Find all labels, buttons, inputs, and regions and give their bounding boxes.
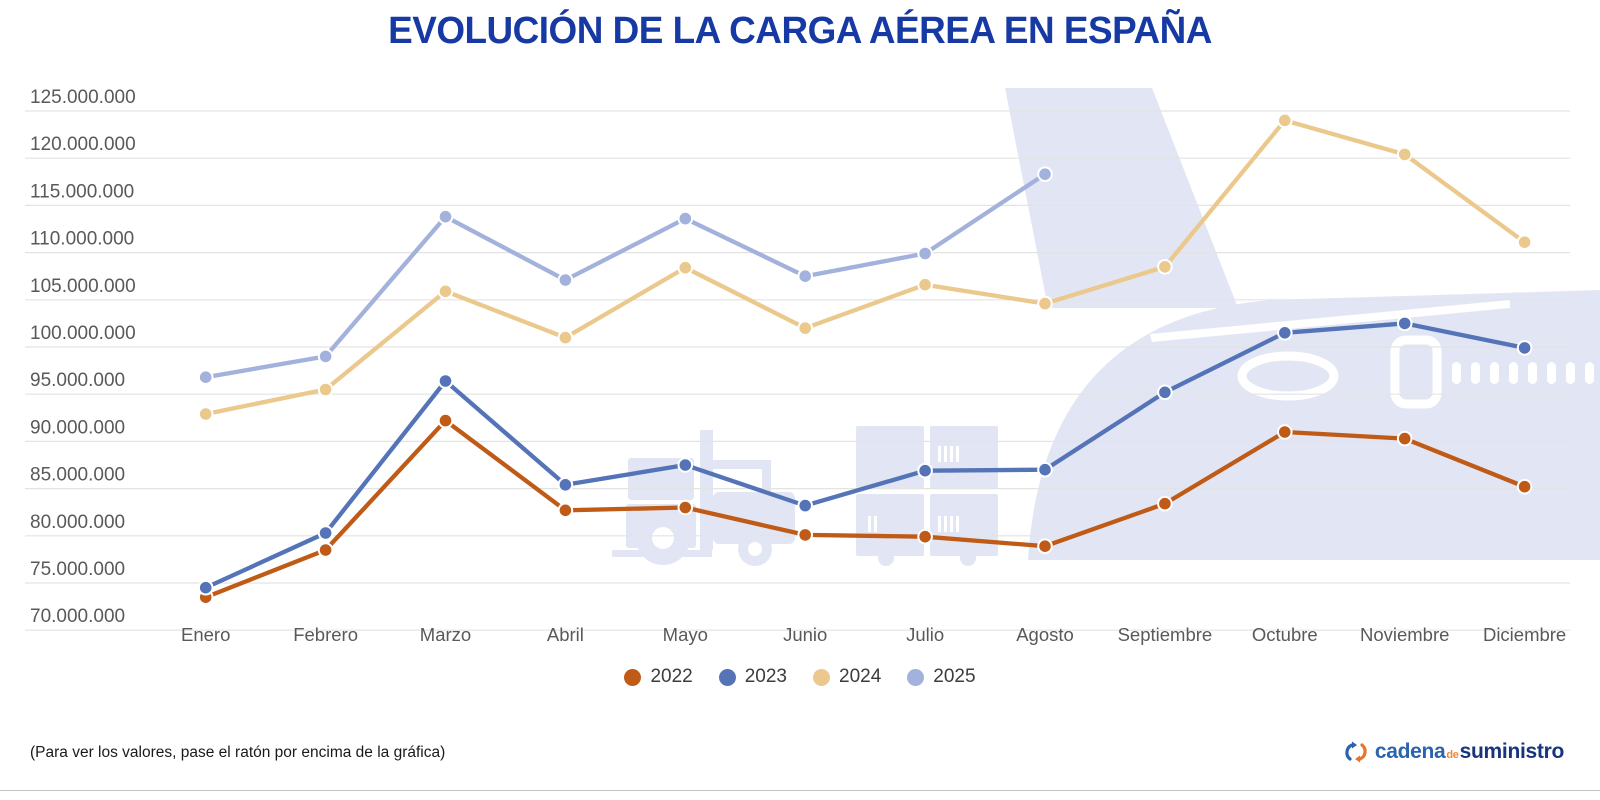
line-chart[interactable]: 125.000.000 120.000.000 115.000.000 110.000… xyxy=(0,0,1600,660)
legend-item-2022[interactable]: 2022 xyxy=(624,666,693,688)
legend: 2022 2023 2024 2025 xyxy=(0,666,1600,688)
series-line-2022 xyxy=(203,418,1527,600)
data-point-2022-Octubre xyxy=(1277,424,1293,440)
data-point-2024-Enero xyxy=(197,406,214,422)
legend-label-2024: 2024 xyxy=(839,666,882,687)
data-point-2025-Febrero xyxy=(317,348,334,365)
data-point-2023-Junio xyxy=(797,497,814,514)
data-point-2022-Febrero xyxy=(317,542,334,558)
data-point-2025-Junio xyxy=(797,268,814,285)
data-point-2024-Agosto xyxy=(1037,295,1053,312)
legend-dot-2022 xyxy=(624,668,642,686)
data-point-2024-Diciembre xyxy=(1516,234,1533,250)
series-2023 xyxy=(197,315,1533,596)
data-point-2024-Septiembre xyxy=(1157,259,1173,275)
y-tick-label: 75.000.000 xyxy=(30,559,125,580)
x-tick-label: Noviembre xyxy=(1360,624,1449,645)
data-series xyxy=(197,112,1533,606)
data-point-2025-Marzo xyxy=(437,208,454,225)
series-line-2024 xyxy=(203,118,1527,417)
data-point-2025-Mayo xyxy=(677,210,694,227)
data-point-2023-Julio xyxy=(917,462,933,479)
data-point-2022-Mayo xyxy=(677,499,694,516)
series-line-2023 xyxy=(203,321,1527,590)
series-2025 xyxy=(197,166,1053,386)
y-tick-label: 95.000.000 xyxy=(30,370,125,391)
y-tick-label: 100.000.000 xyxy=(30,323,136,344)
data-point-2022-Julio xyxy=(917,528,933,545)
data-point-2023-Enero xyxy=(197,579,214,596)
x-tick-label: Diciembre xyxy=(1483,624,1566,645)
data-point-2022-Noviembre xyxy=(1396,430,1413,447)
y-tick-label: 80.000.000 xyxy=(30,512,125,533)
data-point-2024-Abril xyxy=(557,329,574,346)
x-tick-label: Abril xyxy=(547,624,584,645)
data-point-2024-Mayo xyxy=(677,259,694,276)
legend-dot-2025 xyxy=(907,668,925,686)
data-point-2023-Febrero xyxy=(317,525,334,541)
y-tick-label: 70.000.000 xyxy=(30,606,125,627)
x-tick-label: Julio xyxy=(906,624,944,645)
data-point-2023-Agosto xyxy=(1037,461,1053,478)
data-point-2024-Marzo xyxy=(437,283,454,300)
legend-label-2025: 2025 xyxy=(933,666,976,687)
cadena-de-suministro-logo[interactable]: cadenadesuministro xyxy=(1344,740,1564,764)
legend-dot-2024 xyxy=(813,668,830,686)
series-2024 xyxy=(197,112,1533,422)
chart-title: EVOLUCIÓN DE LA CARGA AÉREA EN ESPAÑA xyxy=(388,10,1212,52)
bottom-divider xyxy=(0,790,1600,791)
data-point-2024-Noviembre xyxy=(1396,146,1413,163)
data-point-2023-Mayo xyxy=(677,457,694,473)
legend-item-2025[interactable]: 2025 xyxy=(907,666,976,688)
x-tick-label: Septiembre xyxy=(1118,624,1213,645)
data-point-2023-Diciembre xyxy=(1516,340,1533,356)
watermark-illustration xyxy=(612,88,1600,566)
data-point-2023-Noviembre xyxy=(1396,315,1413,332)
data-point-2022-Marzo xyxy=(437,412,454,429)
y-tick-label: 90.000.000 xyxy=(30,417,125,438)
data-point-2024-Octubre xyxy=(1277,112,1293,129)
logo-circular-arrows-icon xyxy=(1345,741,1367,763)
data-point-2023-Marzo xyxy=(437,373,454,389)
x-tick-label: Octubre xyxy=(1252,624,1318,645)
data-point-2025-Agosto xyxy=(1037,166,1053,182)
legend-item-2024[interactable]: 2024 xyxy=(813,666,881,688)
data-point-2024-Junio xyxy=(797,320,814,336)
series-line-2025 xyxy=(203,172,1048,380)
x-tick-label: Febrero xyxy=(293,624,358,645)
y-tick-label: 110.000.000 xyxy=(30,229,134,250)
data-point-2022-Agosto xyxy=(1037,538,1053,555)
x-tick-label: Mayo xyxy=(663,624,708,645)
x-tick-label: Marzo xyxy=(420,624,471,645)
y-tick-label: 125.000.000 xyxy=(30,87,136,108)
legend-dot-2023 xyxy=(718,668,736,686)
data-point-2022-Abril xyxy=(557,502,574,519)
y-tick-label: 120.000.000 xyxy=(30,134,136,155)
data-point-2022-Diciembre xyxy=(1516,478,1533,495)
tooltip-hint: (Para ver los valores, pase el ratón por… xyxy=(30,744,446,761)
data-point-2025-Abril xyxy=(557,272,574,288)
x-tick-label: Enero xyxy=(181,624,230,645)
data-point-2025-Enero xyxy=(197,369,214,386)
data-point-2023-Octubre xyxy=(1277,325,1293,341)
data-point-2024-Febrero xyxy=(317,381,334,398)
legend-item-2023[interactable]: 2023 xyxy=(718,666,787,688)
y-tick-label: 85.000.000 xyxy=(30,465,125,486)
data-point-2023-Abril xyxy=(557,477,574,493)
x-tick-label: Junio xyxy=(783,624,827,645)
gridlines xyxy=(25,110,1570,631)
data-point-2023-Septiembre xyxy=(1157,384,1173,401)
y-tick-label: 105.000.000 xyxy=(30,276,136,297)
x-tick-label: Agosto xyxy=(1016,624,1074,645)
y-tick-label: 115.000.000 xyxy=(30,181,134,202)
legend-label-2022: 2022 xyxy=(650,666,693,687)
logo-text: cadenadesuministro xyxy=(1374,740,1564,763)
legend-label-2023: 2023 xyxy=(744,666,787,687)
data-point-2022-Septiembre xyxy=(1157,495,1173,512)
data-point-2025-Julio xyxy=(917,245,933,262)
axis-labels: 125.000.000 120.000.000 115.000.000 110.000… xyxy=(30,87,1566,645)
data-point-2022-Junio xyxy=(797,527,814,543)
data-point-2024-Julio xyxy=(917,276,933,293)
